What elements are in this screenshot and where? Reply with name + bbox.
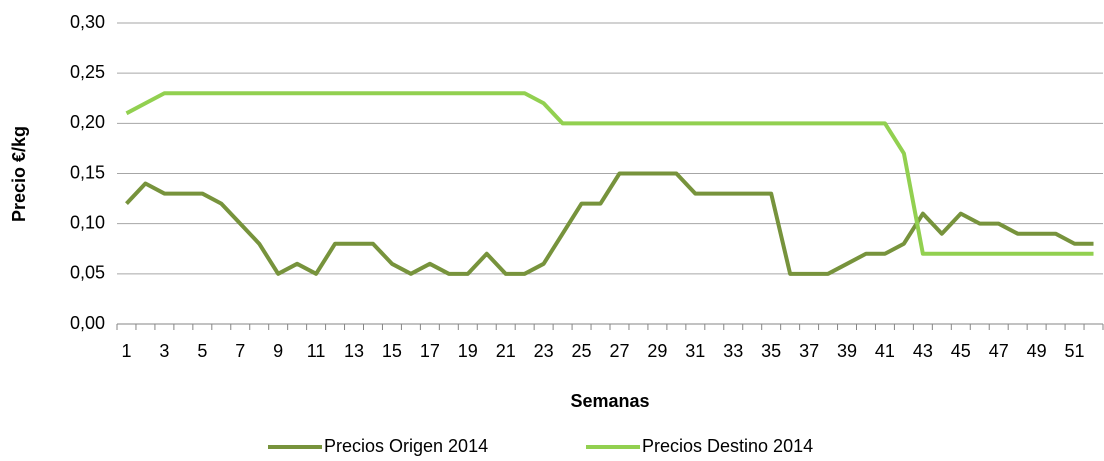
x-tick-label: 39 bbox=[837, 341, 857, 361]
series-line bbox=[125, 91, 1094, 256]
x-tick-label: 47 bbox=[989, 341, 1009, 361]
x-tick-label: 23 bbox=[534, 341, 554, 361]
y-tick-label: 0,30 bbox=[70, 12, 105, 32]
x-tick-label: 37 bbox=[799, 341, 819, 361]
x-tick-label: 33 bbox=[723, 341, 743, 361]
y-tick-label: 0,05 bbox=[70, 263, 105, 283]
x-tick-label: 19 bbox=[458, 341, 478, 361]
x-tick-label: 49 bbox=[1027, 341, 1047, 361]
x-tick-label: 25 bbox=[572, 341, 592, 361]
x-tick-label: 13 bbox=[344, 341, 364, 361]
x-tick-label: 27 bbox=[609, 341, 629, 361]
x-tick-label: 35 bbox=[761, 341, 781, 361]
y-tick-label: 0,20 bbox=[70, 112, 105, 132]
x-tick-label: 15 bbox=[382, 341, 402, 361]
x-tick-label: 3 bbox=[159, 341, 169, 361]
x-tick-label: 11 bbox=[307, 341, 326, 361]
x-tick-label: 29 bbox=[647, 341, 667, 361]
y-axis-label: Precio €/kg bbox=[9, 126, 29, 222]
x-tick-label: 41 bbox=[875, 341, 895, 361]
series-line bbox=[125, 171, 1094, 276]
x-tick-label: 21 bbox=[496, 341, 516, 361]
x-tick-label: 9 bbox=[273, 341, 283, 361]
y-tick-label: 0,10 bbox=[70, 212, 105, 232]
y-tick-label: 0,25 bbox=[70, 62, 105, 82]
x-tick-label: 7 bbox=[235, 341, 245, 361]
legend-label: Precios Origen 2014 bbox=[324, 436, 488, 456]
x-tick-label: 31 bbox=[685, 341, 705, 361]
x-tick-label: 43 bbox=[913, 341, 933, 361]
x-tick-label: 1 bbox=[121, 341, 131, 361]
x-tick-label: 51 bbox=[1065, 341, 1085, 361]
x-tick-label: 17 bbox=[420, 341, 440, 361]
x-axis-label: Semanas bbox=[570, 391, 649, 411]
legend-label: Precios Destino 2014 bbox=[642, 436, 813, 456]
y-tick-label: 0,15 bbox=[70, 162, 105, 182]
x-tick-label: 45 bbox=[951, 341, 971, 361]
y-tick-label: 0,00 bbox=[70, 313, 105, 333]
x-tick-label: 5 bbox=[197, 341, 207, 361]
